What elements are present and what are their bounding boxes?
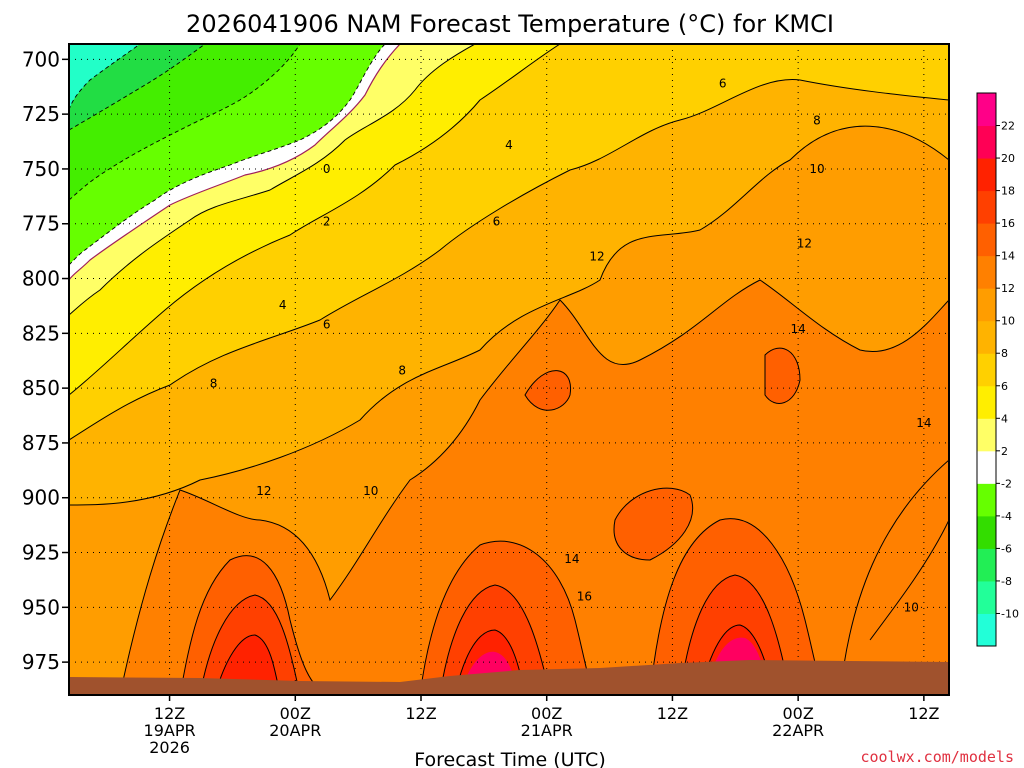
contour-label: 10 <box>363 484 378 498</box>
colorbar-swatch <box>977 125 996 159</box>
contour-label: 14 <box>791 322 806 336</box>
y-tick-label: 925 <box>22 541 60 565</box>
y-tick-label: 700 <box>22 47 60 71</box>
colorbar: -10 -8 -6 -4 -2 2 4 6 8 10 12 14 16 18 20 22 <box>976 92 1019 647</box>
colorbar-label: 6 <box>1001 380 1008 393</box>
contour-label: 4 <box>279 298 287 312</box>
colorbar-label: 14 <box>1001 250 1015 263</box>
plot-area <box>69 44 949 695</box>
y-tick-label: 950 <box>22 595 60 619</box>
y-tick-label: 775 <box>22 212 60 236</box>
x-tick-label: 12Z <box>908 704 939 723</box>
contour-label: 8 <box>210 377 218 391</box>
x-tick-label: 12Z <box>405 704 436 723</box>
contour-label: 2 <box>323 215 331 229</box>
colorbar-swatch <box>977 580 996 614</box>
colorbar-label: 12 <box>1001 282 1015 295</box>
colorbar-label: -6 <box>1001 542 1012 555</box>
x-tick-label: 2026 <box>149 738 190 757</box>
colorbar-swatch <box>977 320 996 354</box>
y-tick-label: 850 <box>22 376 60 400</box>
colorbar-swatch <box>977 288 996 322</box>
colorbar-label: -8 <box>1001 575 1012 588</box>
contour-label: 4 <box>505 138 513 152</box>
colorbar-label: 8 <box>1001 347 1008 360</box>
colorbar-swatch <box>977 613 996 647</box>
x-tick-label: 00Z <box>782 704 813 723</box>
x-axis-label: Forecast Time (UTC) <box>414 749 605 768</box>
terrain <box>69 660 949 695</box>
contour-zero-line <box>69 44 401 281</box>
fill-coldest <box>69 44 140 110</box>
x-tick-label: 20APR <box>269 721 321 740</box>
y-tick-label: 750 <box>22 157 60 181</box>
colorbar-label: 10 <box>1001 315 1015 328</box>
colorbar-swatch <box>977 353 996 387</box>
contour-label: 10 <box>809 162 824 176</box>
contour-label: 12 <box>256 484 271 498</box>
watermark: coolwx.com/models <box>860 748 1014 766</box>
y-tick-label: 975 <box>22 650 60 674</box>
contour-label: 12 <box>797 236 812 250</box>
colorbar-swatch <box>977 483 996 517</box>
y-tick-label: 900 <box>22 486 60 510</box>
contour-label: 16 <box>577 589 592 603</box>
colorbar-label: 2 <box>1001 445 1008 458</box>
colorbar-swatch <box>977 158 996 192</box>
colorbar-swatch <box>977 515 996 549</box>
x-tick-label: 12Z <box>154 704 185 723</box>
contour-lines <box>69 44 949 695</box>
x-tick-label: 19APR <box>144 721 196 740</box>
y-tick-label: 825 <box>22 321 60 345</box>
colorbar-swatch <box>977 418 996 452</box>
colorbar-label: -2 <box>1001 477 1012 490</box>
contour-label: 8 <box>398 364 406 378</box>
colorbar-label: 22 <box>1001 120 1015 133</box>
colorbar-swatch <box>977 548 996 582</box>
grid-lines <box>69 44 949 695</box>
colorbar-label: 20 <box>1001 152 1015 165</box>
contour-labels: 0 2 4 4 6 6 6 8 8 8 10 10 10 12 12 12 14 14 14 16 <box>210 76 932 614</box>
y-tick-label: 875 <box>22 431 60 455</box>
colorbar-swatch <box>977 450 996 484</box>
contour-label: 14 <box>916 416 931 430</box>
colorbar-label: -4 <box>1001 510 1012 523</box>
colorbar-swatch <box>977 385 996 419</box>
negative-contours <box>69 44 386 266</box>
chart-title: 2026041906 NAM Forecast Temperature (°C)… <box>186 10 834 38</box>
plot-frame <box>68 43 950 696</box>
colorbar-swatch <box>977 223 996 257</box>
y-axis: 700 725 750 775 800 825 850 875 900 925 950 975 <box>22 47 69 674</box>
x-tick-label: 12Z <box>657 704 688 723</box>
contour-label: 6 <box>719 76 727 90</box>
contour-label: 8 <box>813 114 821 128</box>
x-tick-label: 00Z <box>531 704 562 723</box>
colorbar-frame <box>976 92 997 647</box>
contour-label: 10 <box>904 600 919 614</box>
y-tick-label: 800 <box>22 267 60 291</box>
contour-label: 6 <box>323 318 331 332</box>
colorbar-label: -10 <box>1001 607 1019 620</box>
contour-label: 6 <box>493 215 501 229</box>
contour-label: 14 <box>564 552 579 566</box>
colorbar-label: 18 <box>1001 185 1015 198</box>
colorbar-label: 16 <box>1001 217 1015 230</box>
y-tick-label: 725 <box>22 102 60 126</box>
colorbar-swatch <box>977 255 996 289</box>
x-tick-label: 00Z <box>280 704 311 723</box>
contour-label: 0 <box>323 162 331 176</box>
colorbar-label: 4 <box>1001 412 1008 425</box>
x-tick-label: 21APR <box>521 721 573 740</box>
contour-label: 12 <box>589 250 604 264</box>
colorbar-swatch <box>977 93 996 127</box>
colorbar-swatch <box>977 190 996 224</box>
x-tick-label: 22APR <box>772 721 824 740</box>
